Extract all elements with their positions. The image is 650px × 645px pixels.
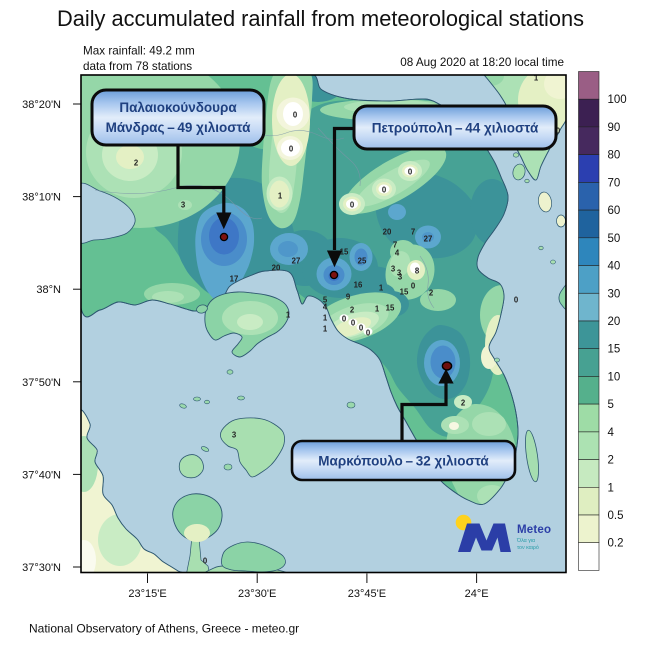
svg-text:10: 10 <box>608 371 621 383</box>
svg-text:1: 1 <box>379 284 384 293</box>
svg-text:27: 27 <box>292 257 301 266</box>
svg-text:100: 100 <box>608 94 627 106</box>
svg-text:23°45'E: 23°45'E <box>348 588 386 600</box>
svg-text:0: 0 <box>289 145 294 154</box>
svg-text:15: 15 <box>386 304 395 313</box>
svg-text:0: 0 <box>411 282 416 291</box>
svg-text:38°10'N: 38°10'N <box>22 192 61 204</box>
svg-text:37°30'N: 37°30'N <box>22 562 61 574</box>
svg-text:20: 20 <box>608 316 621 328</box>
svg-text:1: 1 <box>278 192 283 201</box>
svg-text:Όλα για: Όλα για <box>516 538 535 544</box>
svg-text:0: 0 <box>556 127 561 136</box>
svg-text:8: 8 <box>415 267 420 276</box>
svg-text:4: 4 <box>323 303 328 312</box>
svg-text:1: 1 <box>323 314 328 323</box>
svg-text:0: 0 <box>351 319 356 328</box>
svg-text:40: 40 <box>608 261 621 273</box>
svg-text:50: 50 <box>608 233 621 245</box>
svg-text:0: 0 <box>359 324 364 333</box>
svg-text:24°E: 24°E <box>465 588 489 600</box>
svg-text:1: 1 <box>608 482 614 494</box>
svg-text:3: 3 <box>232 431 237 440</box>
svg-text:7: 7 <box>411 228 415 237</box>
svg-text:15: 15 <box>400 288 409 297</box>
svg-text:National Observatory of Athens: National Observatory of Athens, Greece -… <box>29 622 299 636</box>
svg-text:08 Aug 2020 at 18:20 local tim: 08 Aug 2020 at 18:20 local time <box>400 56 564 69</box>
svg-text:2: 2 <box>608 455 614 467</box>
svg-text:9: 9 <box>346 293 351 302</box>
svg-text:0: 0 <box>514 296 519 305</box>
svg-text:7: 7 <box>393 241 397 250</box>
svg-text:20: 20 <box>383 228 392 237</box>
svg-text:0: 0 <box>293 111 298 120</box>
svg-text:37°40'N: 37°40'N <box>22 469 61 481</box>
svg-text:3: 3 <box>398 273 403 282</box>
svg-text:Meteo: Meteo <box>517 524 551 536</box>
svg-text:2: 2 <box>350 306 355 315</box>
svg-text:5: 5 <box>608 399 614 411</box>
svg-text:0: 0 <box>350 201 355 210</box>
svg-text:70: 70 <box>608 177 621 189</box>
svg-text:0: 0 <box>408 168 413 177</box>
svg-text:τον καιρό: τον καιρό <box>517 544 539 551</box>
svg-text:90: 90 <box>608 122 621 134</box>
svg-text:23°30'E: 23°30'E <box>238 588 276 600</box>
svg-text:37°50'N: 37°50'N <box>22 377 61 389</box>
svg-text:1: 1 <box>534 74 539 83</box>
svg-text:20: 20 <box>272 264 281 273</box>
svg-text:4: 4 <box>395 249 400 258</box>
svg-text:60: 60 <box>608 205 621 217</box>
svg-text:Μαρκόπουλο – 32 χιλιοστά: Μαρκόπουλο – 32 χιλιοστά <box>318 454 489 469</box>
svg-text:16: 16 <box>354 281 363 290</box>
svg-text:38°20'N: 38°20'N <box>22 99 61 111</box>
svg-text:3: 3 <box>181 201 186 210</box>
svg-text:Πετρούπολη – 44 χιλιοστά: Πετρούπολη – 44 χιλιοστά <box>372 121 539 136</box>
svg-text:2: 2 <box>429 289 434 298</box>
svg-text:Max rainfall: 49.2 mm: Max rainfall: 49.2 mm <box>83 45 195 58</box>
svg-text:0.2: 0.2 <box>608 538 624 550</box>
svg-text:0: 0 <box>382 186 387 195</box>
svg-text:27: 27 <box>424 235 433 244</box>
svg-text:30: 30 <box>608 288 621 300</box>
svg-text:15: 15 <box>340 248 349 257</box>
svg-text:data from 78 stations: data from 78 stations <box>83 60 192 73</box>
svg-text:1: 1 <box>286 311 291 320</box>
svg-text:23°15'E: 23°15'E <box>128 588 166 600</box>
svg-text:25: 25 <box>358 257 367 266</box>
svg-text:0.5: 0.5 <box>608 510 624 522</box>
svg-text:80: 80 <box>608 150 621 162</box>
svg-text:Μάνδρας – 49 χιλιοστά: Μάνδρας – 49 χιλιοστά <box>106 120 252 135</box>
svg-text:Παλαιοκούνδουρα: Παλαιοκούνδουρα <box>119 100 237 115</box>
svg-text:Daily accumulated rainfall fro: Daily accumulated rainfall from meteorol… <box>57 6 584 31</box>
svg-text:5: 5 <box>323 296 328 305</box>
svg-text:1: 1 <box>323 325 328 334</box>
svg-text:3: 3 <box>397 269 402 278</box>
svg-text:17: 17 <box>230 275 239 284</box>
svg-text:38°N: 38°N <box>36 284 61 296</box>
svg-text:15: 15 <box>608 344 621 356</box>
svg-text:0: 0 <box>366 329 371 338</box>
svg-text:1: 1 <box>375 305 380 314</box>
svg-text:4: 4 <box>608 427 615 439</box>
svg-text:2: 2 <box>134 159 139 168</box>
svg-text:0: 0 <box>203 557 208 566</box>
svg-text:2: 2 <box>461 399 466 408</box>
svg-text:0: 0 <box>342 315 347 324</box>
svg-text:3: 3 <box>391 265 396 274</box>
